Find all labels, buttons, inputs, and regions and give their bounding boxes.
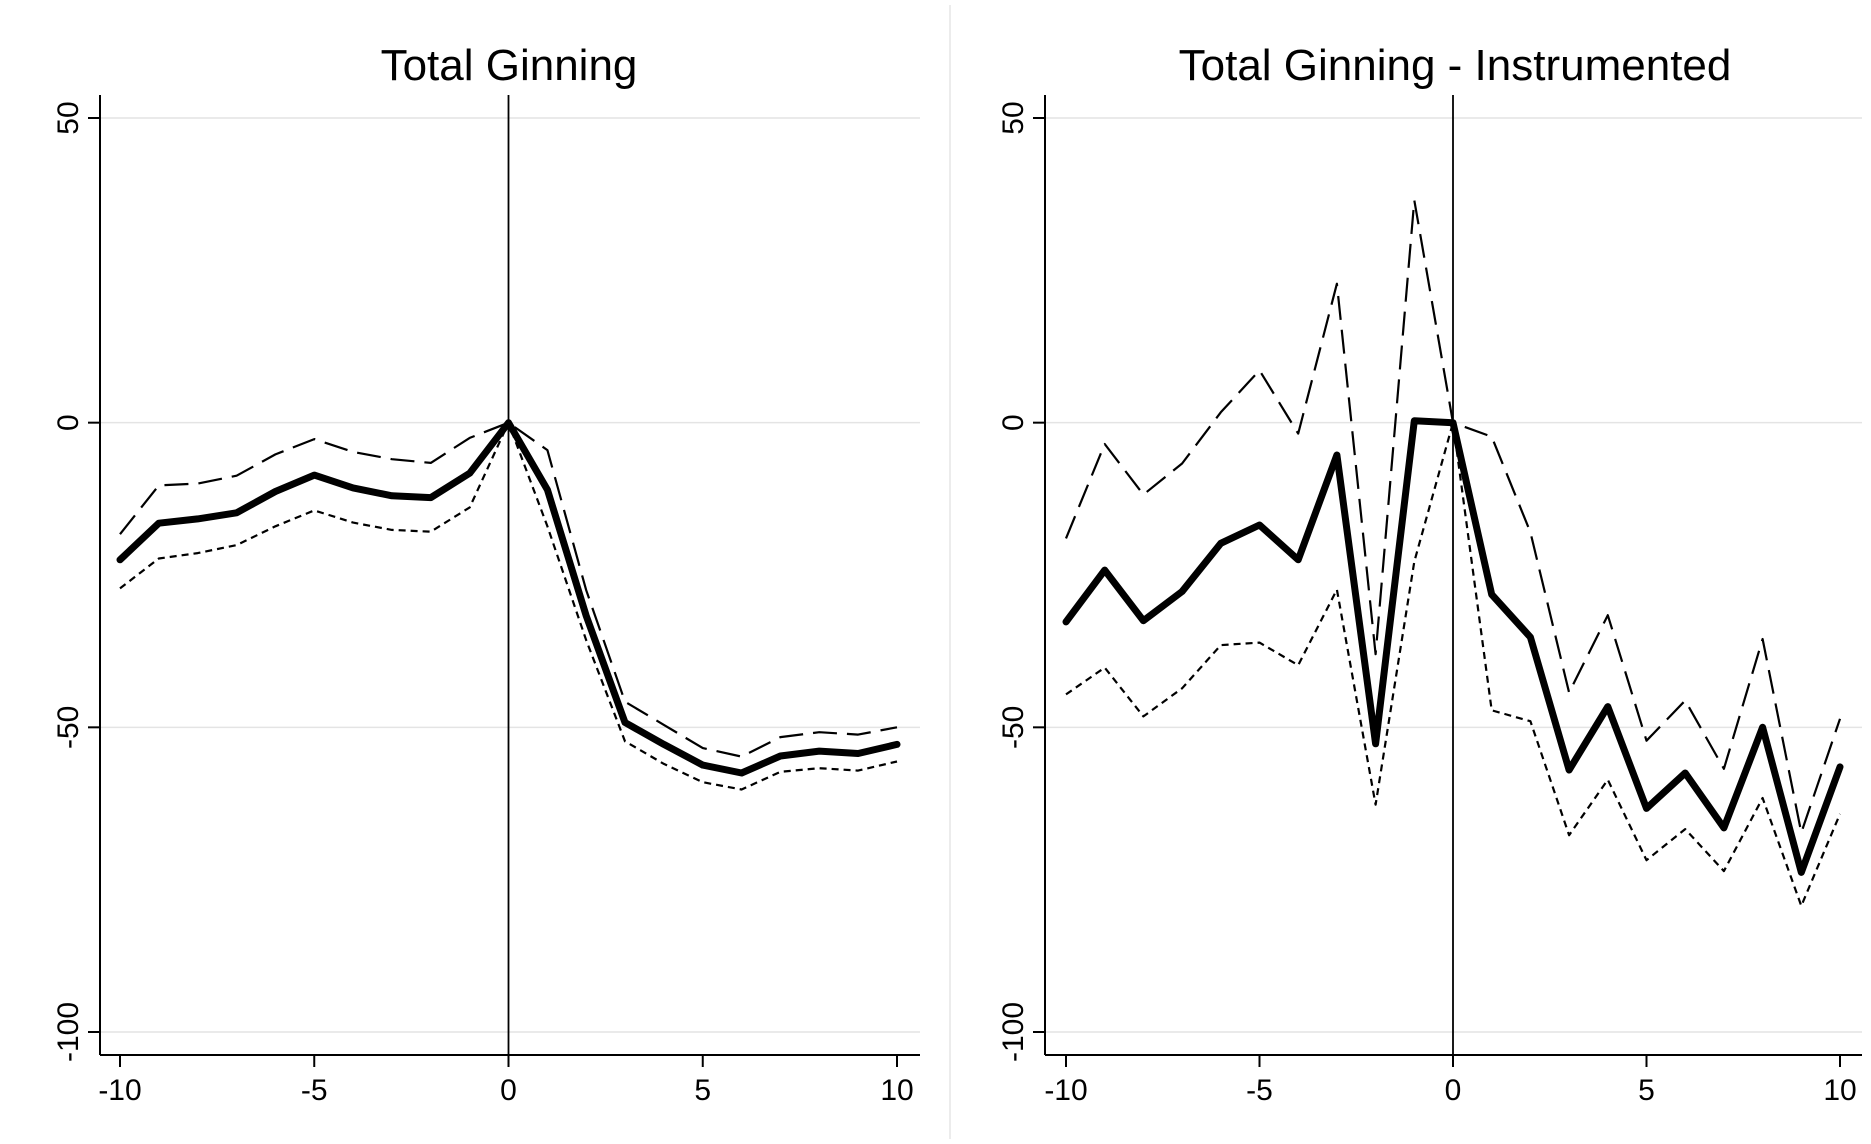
y-tick-label: 0	[997, 414, 1030, 431]
series-line-solid	[116, 419, 901, 777]
x-tick-label: 5	[694, 1074, 711, 1107]
x-tick-label: -10	[98, 1074, 141, 1107]
series-line-solid	[1062, 417, 1844, 876]
y-tick-label: -100	[997, 1002, 1030, 1062]
x-tick-label: -5	[1246, 1074, 1273, 1107]
y-tick-label: 50	[52, 101, 85, 134]
series-line-dashed	[119, 421, 898, 758]
x-tick-label: 0	[1445, 1074, 1462, 1107]
y-tick-label: -50	[52, 706, 85, 749]
x-tick-label: 5	[1638, 1074, 1655, 1107]
y-tick-label: 0	[52, 414, 85, 431]
panel-title: Total Ginning	[381, 41, 638, 90]
x-tick-label: -5	[301, 1074, 328, 1107]
panel-title: Total Ginning - Instrumented	[1179, 41, 1732, 90]
x-tick-label: -10	[1044, 1074, 1087, 1107]
x-tick-label: 0	[500, 1074, 517, 1107]
y-tick-label: 50	[997, 101, 1030, 134]
y-tick-label: -100	[52, 1002, 85, 1062]
x-tick-label: 10	[1823, 1074, 1856, 1107]
y-tick-label: -50	[997, 706, 1030, 749]
x-tick-label: 10	[880, 1074, 913, 1107]
